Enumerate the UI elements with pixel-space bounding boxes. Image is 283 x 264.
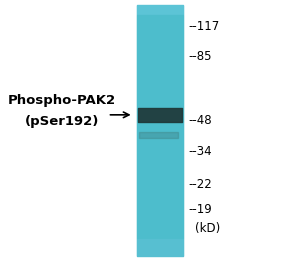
Text: (pSer192): (pSer192) [25,115,99,128]
Text: (kD): (kD) [195,222,220,235]
Text: --85: --85 [188,50,212,63]
Text: --34: --34 [188,145,212,158]
Text: --48: --48 [188,114,212,127]
Text: --22: --22 [188,178,212,191]
Text: --19: --19 [188,203,212,216]
Text: --117: --117 [188,20,219,33]
Text: Phospho-PAK2: Phospho-PAK2 [8,94,116,107]
